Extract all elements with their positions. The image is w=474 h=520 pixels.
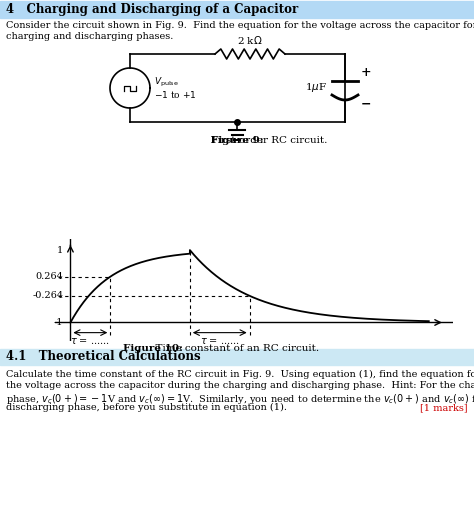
Text: -1: -1 (54, 318, 63, 327)
Text: -0.264: -0.264 (32, 291, 63, 301)
Text: Time constant of an RC circuit.: Time constant of an RC circuit. (123, 344, 319, 353)
Text: 4.1   Theoretical Calculations: 4.1 Theoretical Calculations (6, 350, 201, 363)
Text: Calculate the time constant of the RC circuit in Fig. 9.  Using equation (1), fi: Calculate the time constant of the RC ci… (6, 370, 474, 379)
Text: [1 marks]: [1 marks] (420, 403, 468, 412)
Text: charging and discharging phases.: charging and discharging phases. (6, 32, 173, 41)
Text: 1: 1 (57, 245, 63, 255)
Text: 1$\mu$F: 1$\mu$F (305, 82, 327, 95)
Text: First-order RC circuit.: First-order RC circuit. (204, 136, 327, 145)
Text: −: − (361, 98, 372, 111)
Text: 0.264: 0.264 (36, 272, 63, 281)
Text: 2 k$\Omega$: 2 k$\Omega$ (237, 34, 263, 46)
Text: Consider the circuit shown in Fig. 9.  Find the equation for the voltage across : Consider the circuit shown in Fig. 9. Fi… (6, 21, 474, 30)
Text: the voltage across the capacitor during the charging and discharging phase.  Hin: the voltage across the capacitor during … (6, 381, 474, 390)
Text: 4   Charging and Discharging of a Capacitor: 4 Charging and Discharging of a Capacito… (6, 3, 298, 16)
Text: Figure 9:: Figure 9: (211, 136, 264, 145)
Text: $\tau$ = ......: $\tau$ = ...... (200, 336, 240, 346)
Bar (0, 349, 474, 365)
Text: phase, $v_c(0+) = -1$V and $v_c(\infty) = 1$V.  Similarly, you need to determine: phase, $v_c(0+) = -1$V and $v_c(\infty) … (6, 392, 474, 406)
Text: discharging phase, before you substitute in equation (1).: discharging phase, before you substitute… (6, 403, 287, 412)
Bar (0, 1, 474, 18)
Text: $\tau$ = ......: $\tau$ = ...... (70, 336, 110, 346)
Text: $-1$ to $+1$: $-1$ to $+1$ (154, 88, 197, 99)
Text: $V_{\mathrm{pulse}}$: $V_{\mathrm{pulse}}$ (154, 75, 179, 88)
Text: +: + (361, 66, 372, 79)
Text: Figure 10:: Figure 10: (123, 344, 183, 353)
